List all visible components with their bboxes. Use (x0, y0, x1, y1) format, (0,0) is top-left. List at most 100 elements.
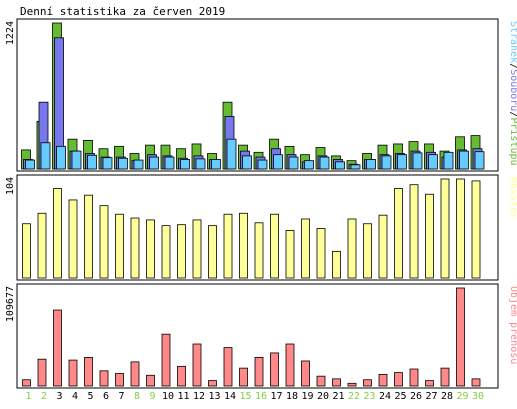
legend-part-hits-files-pages-3: / (508, 111, 517, 117)
y-max-label-hits-files-pages: 1224 (5, 21, 16, 45)
x-label-17: 17 (270, 391, 282, 402)
x-label-14: 14 (224, 391, 236, 402)
bar-kbytes-27 (425, 380, 434, 387)
bar-visits-18 (285, 230, 295, 279)
bar-hits-files-pages-pages-8 (133, 159, 144, 170)
bar-visits-29 (456, 178, 465, 279)
x-label-15: 15 (239, 391, 251, 402)
panel-border-visits (16, 174, 499, 281)
x-label-10: 10 (162, 391, 174, 402)
bar-visits-24 (378, 214, 388, 279)
bar-visits-26 (409, 184, 419, 279)
x-label-29: 29 (456, 391, 468, 402)
bar-hits-files-pages-pages-25 (397, 154, 407, 170)
bar-kbytes-4 (68, 359, 78, 387)
x-label-4: 4 (72, 391, 78, 402)
bar-visits-23 (363, 223, 372, 279)
bar-visits-15 (239, 212, 248, 279)
bar-visits-13 (208, 225, 217, 279)
legend-label-visits: Návštěv (508, 177, 517, 219)
x-label-12: 12 (193, 391, 205, 402)
bar-visits-10 (161, 225, 171, 279)
bar-kbytes-10 (161, 333, 171, 387)
bar-kbytes-16 (254, 357, 264, 387)
bar-kbytes-24 (378, 373, 388, 387)
x-label-30: 30 (472, 391, 484, 402)
bar-hits-files-pages-pages-5 (87, 154, 97, 170)
bar-visits-16 (254, 222, 264, 279)
y-max-label-kbytes: 109677 (5, 286, 16, 322)
bar-visits-11 (177, 224, 186, 279)
panel-border-hits-files-pages (16, 18, 499, 172)
bar-hits-files-pages-pages-13 (211, 159, 221, 170)
bar-hits-files-pages-pages-24 (381, 155, 392, 170)
bar-kbytes-20 (316, 375, 326, 387)
bar-visits-14 (223, 213, 233, 279)
bar-kbytes-5 (84, 357, 93, 387)
x-label-21: 21 (332, 391, 344, 402)
bar-hits-files-pages-pages-26 (412, 152, 423, 170)
bar-hits-files-pages-pages-12 (195, 158, 206, 170)
bar-hits-files-pages-pages-9 (149, 156, 159, 170)
bar-visits-6 (99, 205, 109, 279)
bar-hits-files-pages-pages-2 (40, 142, 51, 170)
x-label-22: 22 (348, 391, 360, 402)
legend-part-hits-files-pages-0: Stránek (508, 21, 517, 63)
bar-hits-files-pages-pages-1 (25, 159, 35, 170)
x-label-8: 8 (134, 391, 140, 402)
x-label-23: 23 (363, 391, 375, 402)
bar-visits-8 (130, 217, 140, 279)
bar-kbytes-25 (394, 372, 403, 387)
x-label-9: 9 (149, 391, 155, 402)
bar-kbytes-22 (347, 382, 357, 387)
legend-part-hits-files-pages-2: Souborů (508, 69, 517, 111)
x-label-19: 19 (301, 391, 313, 402)
bar-kbytes-18 (285, 343, 295, 387)
bar-hits-files-pages-pages-6 (102, 157, 113, 170)
x-label-13: 13 (208, 391, 220, 402)
bar-visits-12 (192, 219, 202, 279)
bar-hits-files-pages-pages-23 (366, 159, 376, 170)
bar-kbytes-12 (192, 343, 202, 387)
bar-kbytes-6 (99, 370, 109, 387)
bar-hits-files-pages-pages-11 (180, 159, 190, 170)
legend-label-kbytes: Objem přenosu (508, 286, 517, 364)
bar-kbytes-7 (115, 373, 124, 387)
bar-kbytes-15 (239, 367, 248, 387)
bar-kbytes-8 (130, 361, 140, 387)
x-label-3: 3 (56, 391, 62, 402)
bar-hits-files-pages-pages-7 (118, 157, 128, 170)
bar-hits-files-pages-pages-28 (443, 151, 454, 170)
bar-visits-7 (115, 213, 124, 279)
bar-visits-2 (37, 212, 47, 279)
x-label-25: 25 (394, 391, 406, 402)
bar-kbytes-1 (22, 379, 31, 387)
x-axis-labels: 1 2 3 4 5 6 7 8 9 10 11 12 13 14 15 16 17 18 19 20 21 22 23 24 2… (25, 391, 484, 402)
bar-visits-27 (425, 193, 434, 279)
bar-hits-files-pages-pages-21 (335, 161, 345, 170)
panel-visits: 104 Návštěv (5, 174, 517, 281)
bar-visits-4 (68, 199, 78, 279)
panel-kbytes: 109677 Objem přenosu (5, 283, 517, 389)
bar-hits-files-pages-pages-20 (319, 156, 330, 170)
bar-visits-21 (332, 250, 341, 279)
y-max-label-visits: 104 (5, 177, 16, 195)
x-label-28: 28 (441, 391, 453, 402)
x-label-5: 5 (87, 391, 93, 402)
bar-hits-files-pages-pages-30 (474, 151, 485, 170)
bar-visits-3 (53, 188, 62, 279)
bar-hits-files-pages-pages-19 (304, 160, 314, 170)
bar-hits-files-pages-pages-3 (56, 145, 66, 170)
bar-hits-files-pages-pages-18 (288, 156, 299, 170)
bar-kbytes-11 (177, 365, 186, 387)
bar-kbytes-13 (208, 380, 217, 387)
bar-hits-files-pages-pages-10 (164, 156, 175, 170)
legend-part-kbytes-0: Objem přenosu (508, 286, 517, 364)
x-label-27: 27 (425, 391, 437, 402)
bar-visits-19 (301, 218, 310, 279)
x-label-6: 6 (103, 391, 109, 402)
bar-kbytes-17 (270, 352, 279, 387)
bar-kbytes-19 (301, 360, 310, 387)
